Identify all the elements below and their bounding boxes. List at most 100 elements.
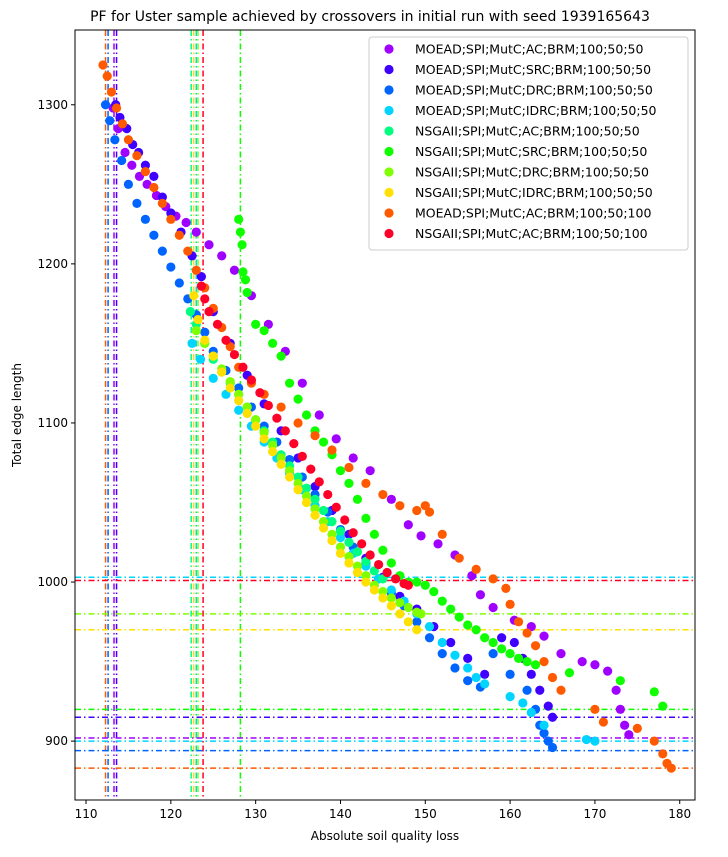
data-point (196, 281, 206, 291)
data-point (369, 585, 379, 595)
data-point (395, 609, 405, 619)
data-point (310, 504, 320, 514)
series-points (189, 291, 422, 635)
data-point (632, 723, 642, 734)
data-point (187, 338, 197, 349)
data-point (509, 637, 519, 648)
data-point (348, 528, 358, 538)
data-point (386, 558, 396, 568)
data-point (539, 728, 549, 738)
y-tick-label: 1100 (37, 416, 68, 430)
legend-marker (384, 208, 394, 218)
data-point (293, 478, 303, 489)
data-point (386, 585, 396, 595)
data-point (658, 701, 668, 711)
data-point (276, 402, 286, 412)
data-point (234, 396, 244, 406)
data-point (335, 466, 346, 476)
data-point (217, 251, 227, 261)
data-point (547, 712, 558, 722)
data-point (348, 453, 358, 463)
data-point (488, 602, 498, 613)
data-point (314, 410, 324, 420)
data-point (416, 609, 426, 619)
data-point (488, 574, 498, 584)
data-point (289, 439, 299, 449)
data-point (412, 505, 422, 516)
data-point (437, 637, 447, 648)
data-point (149, 230, 159, 240)
data-point (234, 389, 244, 399)
data-point (310, 494, 320, 504)
data-point (382, 567, 392, 578)
data-point (276, 351, 286, 361)
data-point (433, 539, 443, 549)
data-point (246, 375, 257, 385)
data-point (522, 656, 532, 667)
y-axis-label: Total edge length (10, 363, 24, 468)
data-point (297, 451, 307, 461)
data-point (564, 668, 575, 678)
data-point (424, 621, 435, 632)
data-point (437, 596, 447, 606)
data-point (204, 240, 214, 250)
data-point (497, 633, 507, 643)
data-point (518, 698, 528, 708)
data-point (310, 431, 320, 441)
legend-label: MOEAD;SPI;MutC;AC;BRM;100;50;50 (415, 42, 643, 57)
data-point (251, 319, 261, 329)
legend-marker (384, 167, 394, 177)
data-point (344, 478, 354, 489)
legend-marker (384, 105, 394, 116)
legend-label: MOEAD;SPI;MutC;DRC;BRM;100;50;50 (415, 83, 653, 98)
x-tick-label: 120 (159, 807, 182, 821)
data-point (293, 485, 303, 495)
data-point (225, 383, 235, 393)
data-point (132, 198, 142, 209)
data-point (297, 378, 307, 388)
data-point (543, 701, 553, 711)
legend: MOEAD;SPI;MutC;AC;BRM;100;50;50 MOEAD;SPI… (368, 36, 689, 251)
data-point (412, 617, 422, 627)
data-point (539, 720, 549, 730)
data-point (365, 466, 375, 476)
data-point (480, 679, 490, 689)
series-points (234, 214, 668, 711)
data-point (505, 599, 515, 609)
data-point (480, 669, 490, 679)
data-point (424, 507, 435, 517)
legend-label: NSGAII;SPI;MutC;AC;BRM;100;50;50 (415, 124, 640, 139)
data-point (238, 362, 248, 372)
data-points (98, 60, 676, 773)
data-point (284, 472, 295, 482)
data-point (268, 440, 278, 450)
data-point (293, 394, 303, 404)
x-tick-label: 180 (668, 807, 691, 821)
data-point (98, 60, 108, 70)
data-point (284, 466, 295, 476)
data-point (378, 489, 388, 500)
data-point (463, 653, 473, 664)
data-point (658, 749, 668, 759)
data-point (369, 529, 379, 539)
data-point (301, 497, 312, 508)
data-point (446, 604, 456, 614)
data-point (323, 489, 333, 500)
data-point (259, 326, 269, 336)
data-point (149, 171, 159, 181)
data-point (335, 526, 346, 536)
data-point (386, 593, 396, 603)
legend-box (368, 36, 689, 251)
x-tick-label: 130 (244, 807, 267, 821)
data-point (301, 410, 312, 420)
data-point (335, 532, 346, 543)
data-point (259, 434, 269, 444)
data-point (352, 567, 363, 578)
data-point (149, 182, 159, 193)
data-point (412, 577, 422, 587)
data-point (624, 730, 634, 740)
legend-marker (384, 64, 394, 75)
data-point (259, 427, 269, 438)
data-point (403, 520, 413, 530)
